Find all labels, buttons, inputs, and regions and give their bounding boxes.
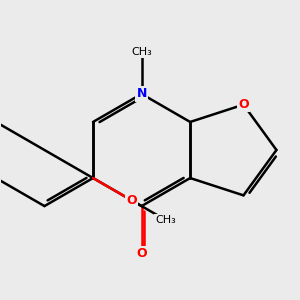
Text: N: N (136, 87, 147, 101)
Text: CH₃: CH₃ (155, 215, 176, 225)
Text: O: O (238, 98, 249, 111)
Text: O: O (127, 194, 137, 207)
Text: CH₃: CH₃ (131, 47, 152, 57)
Text: O: O (136, 247, 147, 260)
